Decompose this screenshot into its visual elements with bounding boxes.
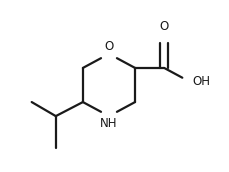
Text: O: O [159, 20, 168, 33]
Text: O: O [104, 40, 113, 53]
Text: OH: OH [191, 76, 209, 88]
Text: NH: NH [100, 117, 117, 130]
